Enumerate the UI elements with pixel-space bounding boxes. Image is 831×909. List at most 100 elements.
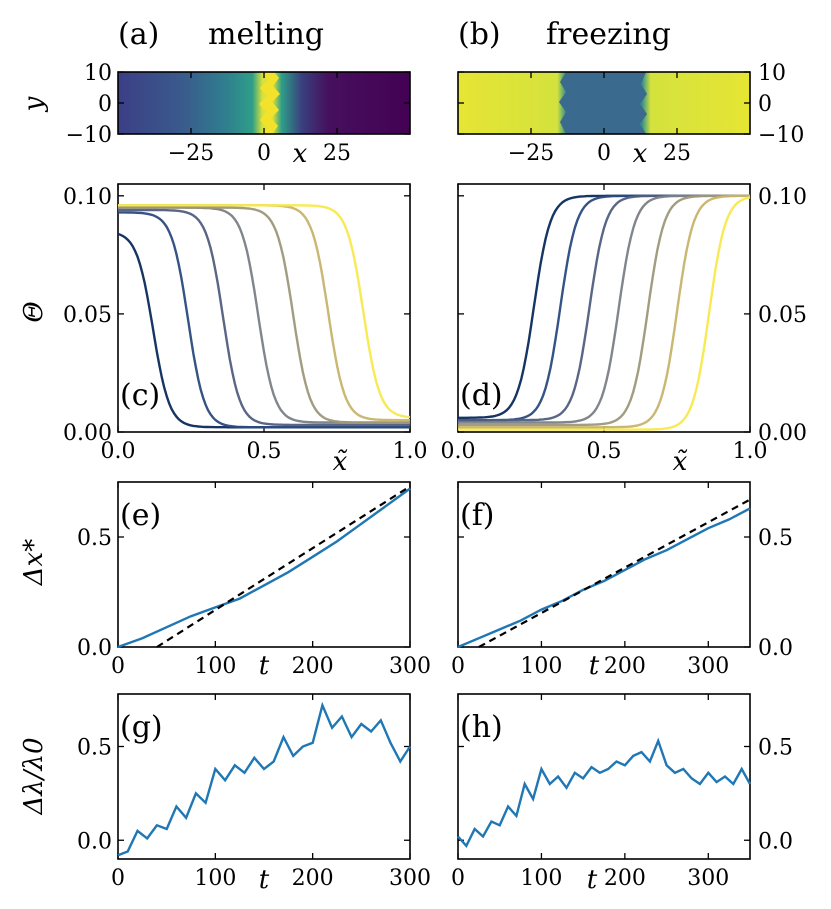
panel-b-xtick-label-2: 25: [663, 141, 691, 166]
panel-g-xtick-label-3: 300: [389, 866, 431, 891]
panel-h-xtick-label-1: 100: [520, 866, 562, 891]
panel-d-profile-5: [458, 194, 751, 429]
panel-g-xtick-label-1: 100: [194, 866, 236, 891]
panel-g-label: (g): [120, 710, 163, 745]
panel-c-profile-2: [118, 208, 410, 427]
panel-b-xtick-label-1: 0: [597, 141, 611, 166]
panel-c-profile-1: [118, 211, 410, 429]
panel-e-fit-line: [156, 485, 411, 648]
panel-g-xtick-label-0: 0: [111, 866, 125, 891]
panel-d-xtick-label-0: 0.0: [441, 439, 476, 464]
panel-f-xtick-label-0: 0: [451, 654, 465, 679]
panel-e-xtick-label-2: 200: [292, 654, 334, 679]
panel-f-data-line: [457, 507, 751, 649]
panel-f-fit-line: [478, 498, 751, 648]
heatmap-melting-front: [259, 72, 280, 134]
panel-g-ytick-label-1: 0.5: [77, 736, 112, 761]
panel-f-ytick-label-1: 0.5: [758, 526, 793, 551]
panel-c-xtick-label-0: 0.0: [101, 439, 136, 464]
panel-h-xtick-label-2: 200: [604, 866, 646, 891]
panel-f-frame: [457, 481, 751, 648]
panel-f-xtick-label-3: 300: [687, 654, 729, 679]
panel-d-ytick-label-1: 0.05: [758, 303, 807, 328]
panel-e-ylabel: Δx*: [19, 539, 49, 586]
panel-b-label: (b): [458, 17, 501, 52]
panel-b-ytick-label-0: 10: [758, 61, 786, 86]
panel-c-ytick-label-1: 0.05: [63, 303, 112, 328]
panel-h-xtick-label-3: 300: [687, 866, 729, 891]
panel-a-xtick-label-1: 0: [257, 141, 271, 166]
panel-b-ytick-label-1: 0: [758, 92, 772, 117]
panel-f-ytick-label-0: 0.0: [758, 636, 793, 661]
panel-d-xtick-label-1: 0.5: [587, 439, 622, 464]
panel-h-axes: 0 100 200 300 0.0 0.5: [451, 694, 793, 891]
panel-c-xtick-label-1: 0.5: [247, 439, 282, 464]
panel-d-xtick-label-2: 1.0: [733, 439, 768, 464]
panel-a-xtick-label-2: 25: [323, 141, 351, 166]
heatmap-freezing: [457, 71, 751, 135]
panel-f-xlabel: t: [589, 651, 600, 681]
panel-d-label: (d): [460, 378, 503, 413]
panel-h-data-line: [457, 737, 752, 849]
panel-b-xlabel: x: [633, 139, 648, 169]
panel-d-axes: 0.0 0.5 1.00.00 0.05 0.10: [441, 184, 807, 464]
panel-a-ytick-label-2: −10: [66, 123, 112, 148]
panel-e-xtick-label-3: 300: [389, 654, 431, 679]
panel-f-axes: 0 100 200 300 0.0 0.5: [451, 482, 793, 679]
panel-d-ytick-label-2: 0.10: [758, 185, 807, 210]
panel-g-frame: [117, 693, 411, 860]
panel-c-ytick-label-2: 0.10: [63, 185, 112, 210]
panel-b-axes: −25 0 25 10 0 −10: [458, 61, 804, 166]
panel-f-label: (f): [460, 498, 495, 533]
heatmap-melting: [117, 71, 411, 135]
panel-b-ytick-label-2: −10: [758, 123, 804, 148]
panel-d-profile-4: [458, 194, 750, 427]
panel-c-xtick-label-2: 1.0: [393, 439, 428, 464]
panel-h-ytick-label-0: 0.0: [758, 829, 793, 854]
panel-a-ylabel: y: [19, 96, 49, 112]
panel-e-xtick-label-0: 0: [111, 654, 125, 679]
panel-c-ytick-label-0: 0.00: [63, 421, 112, 446]
panel-b-title: (b) freezing: [458, 17, 671, 52]
panel-a-axes: −25 0 25 10 0 −10: [66, 61, 410, 166]
panel-f-xtick-label-1: 100: [520, 654, 562, 679]
panel-b-xtick-label-0: −25: [508, 141, 554, 166]
panel-d-profile-6: [458, 196, 751, 431]
panel-h-ytick-label-1: 0.5: [758, 736, 793, 761]
panel-e-xtick-label-1: 100: [194, 654, 236, 679]
heatmap-freezing-band: [559, 72, 647, 134]
panel-e-data-line: [117, 487, 411, 649]
panel-g-ylabel: Δλ/λ0: [19, 737, 49, 815]
panel-d-xlabel: x̃: [673, 447, 688, 477]
panel-a-xtick-label-0: −25: [168, 141, 214, 166]
panel-c-profile-6: [118, 204, 411, 419]
panel-g-xlabel: t: [259, 865, 270, 895]
panel-b-title-text: freezing: [546, 17, 671, 52]
panel-a-title: (a) melting: [118, 17, 324, 52]
panel-h-xtick-label-0: 0: [451, 866, 465, 891]
panel-a-ytick-label-1: 0: [98, 92, 112, 117]
panel-c-axes: 0.0 0.5 1.0 0.00 0.05 0.10: [63, 184, 428, 464]
panel-g-axes: 0 100 200 300 0.0 0.5: [77, 694, 431, 891]
panel-h-frame: [457, 693, 751, 860]
panel-c-profile-5: [118, 204, 410, 422]
panel-g-xtick-label-2: 200: [292, 866, 334, 891]
panel-a-ytick-label-0: 10: [84, 61, 112, 86]
panel-c-ylabel: Θ: [19, 301, 49, 322]
panel-e-ytick-label-0: 0.0: [77, 636, 112, 661]
panel-e-frame: [117, 481, 411, 648]
panel-f-xtick-label-2: 200: [604, 654, 646, 679]
panel-d-ytick-label-0: 0.00: [758, 421, 807, 446]
panel-c-label: (c): [120, 378, 160, 413]
panel-e-ytick-label-1: 0.5: [77, 526, 112, 551]
panel-g-data-line: [117, 701, 412, 857]
panel-e-xlabel: t: [259, 651, 270, 681]
panel-c-xlabel: x̃: [333, 447, 348, 477]
panel-a-label: (a): [118, 17, 159, 52]
panel-g-ytick-label-0: 0.0: [77, 829, 112, 854]
panel-c-profile-3: [118, 206, 410, 424]
panel-a-xlabel: x: [293, 139, 308, 169]
panel-a-title-text: melting: [208, 17, 324, 52]
